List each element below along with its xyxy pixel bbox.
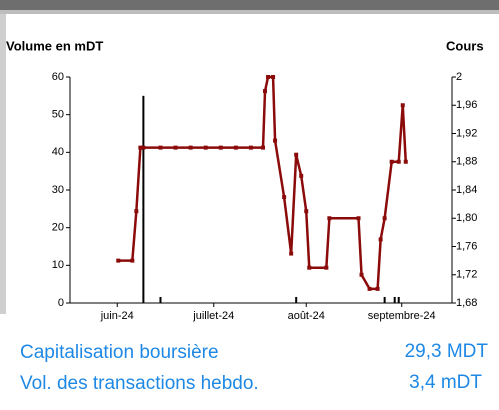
y-tick-label: 60 xyxy=(52,71,64,83)
price-marker xyxy=(261,145,266,150)
price-marker xyxy=(116,258,121,263)
price-marker xyxy=(389,159,394,164)
y2-tick-label: 1,72 xyxy=(456,269,477,281)
y2-tick-label: 1,96 xyxy=(456,99,477,111)
y2-tick-label: 2 xyxy=(456,71,462,83)
y-tick-label: 40 xyxy=(52,146,64,158)
y-tick-label: 10 xyxy=(52,259,64,271)
y2-tick-label: 1,92 xyxy=(456,127,477,139)
stat-label: Vol. des transactions hebdo. xyxy=(20,373,259,394)
price-marker xyxy=(403,159,408,164)
price-marker xyxy=(138,145,143,150)
price-marker xyxy=(367,286,372,291)
price-marker xyxy=(396,159,401,164)
price-marker xyxy=(356,216,361,221)
stat-value: 3,4 mDT xyxy=(409,372,482,393)
volume-bar xyxy=(393,296,396,303)
price-marker xyxy=(188,145,193,150)
y-tick-label: 20 xyxy=(52,222,64,234)
price-marker xyxy=(273,138,278,143)
y-tick-label: 0 xyxy=(58,297,64,309)
y2-tick-label: 1,68 xyxy=(456,297,477,309)
price-marker xyxy=(304,209,309,214)
top-border xyxy=(0,10,499,14)
price-marker xyxy=(282,195,287,200)
y-tick-label: 30 xyxy=(52,184,64,196)
price-marker xyxy=(233,145,238,150)
x-tick-label: août-24 xyxy=(288,310,325,322)
left-border xyxy=(0,14,6,314)
price-line xyxy=(118,75,408,291)
price-marker xyxy=(266,75,271,79)
price-marker xyxy=(378,237,383,242)
price-marker xyxy=(307,265,312,270)
y2-tick-label: 1,88 xyxy=(456,156,477,168)
price-marker xyxy=(203,145,208,150)
y2-tick-label: 1,80 xyxy=(456,212,477,224)
y2-axis-title: Cours xyxy=(446,38,484,53)
y-axis-title: Volume en mDT xyxy=(6,38,103,53)
volume-bar xyxy=(397,296,400,303)
price-marker xyxy=(141,145,146,150)
price-marker xyxy=(324,265,329,270)
volume-bar xyxy=(383,296,386,303)
price-marker xyxy=(173,145,178,150)
top-bar xyxy=(0,0,499,10)
price-marker xyxy=(130,258,135,263)
price-marker xyxy=(327,216,332,221)
y-tick-label: 50 xyxy=(52,109,64,121)
price-marker xyxy=(299,173,304,178)
price-marker xyxy=(375,286,380,291)
price-marker xyxy=(218,145,223,150)
price-marker xyxy=(248,145,253,150)
volume-bar xyxy=(295,296,298,303)
y2-tick-label: 1,84 xyxy=(456,184,477,196)
price-marker xyxy=(158,145,163,150)
x-tick-label: juin-24 xyxy=(100,310,134,322)
price-marker xyxy=(134,209,139,214)
price-marker xyxy=(294,152,299,157)
price-marker xyxy=(263,89,268,94)
price-marker xyxy=(271,75,276,79)
x-tick-label: septembre-24 xyxy=(368,310,436,322)
x-tick-label: juillet-24 xyxy=(192,310,234,322)
price-marker xyxy=(289,251,294,256)
stat-value: 29,3 MDT xyxy=(405,341,489,362)
stat-label: Capitalisation boursière xyxy=(20,342,219,363)
price-marker xyxy=(382,216,387,221)
y2-tick-label: 1,76 xyxy=(456,240,477,252)
volume-bar xyxy=(159,296,162,303)
price-marker xyxy=(400,103,405,108)
price-marker xyxy=(359,272,364,277)
volume-bar xyxy=(142,95,145,303)
